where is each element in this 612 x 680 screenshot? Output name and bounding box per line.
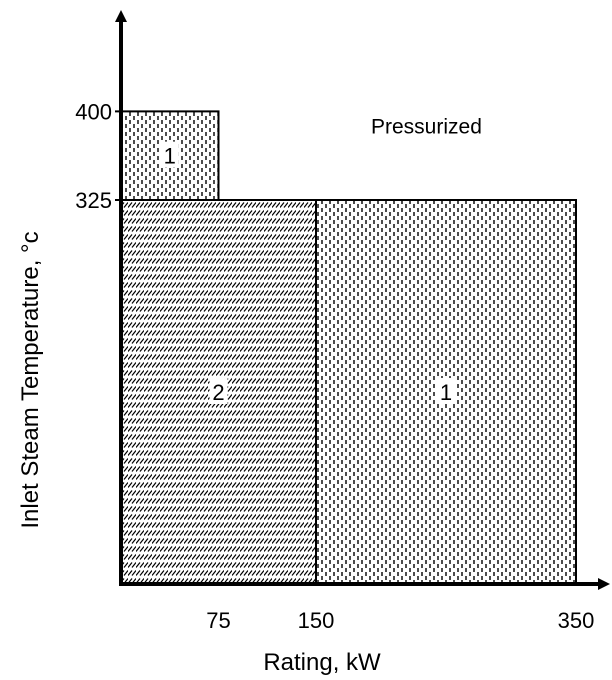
region-label: 2 [212, 380, 224, 405]
region-label: 1 [440, 380, 452, 405]
region-labels: 1 2 1 [160, 141, 455, 405]
y-tick-label: 325 [75, 188, 112, 213]
x-axis-arrow [598, 578, 610, 590]
annotation-pressurized: Pressurized [371, 115, 482, 138]
y-axis-label: Inlet Steam Temperature, °c [17, 231, 44, 528]
regions [120, 110, 577, 585]
region-label-background [160, 141, 179, 168]
annotations: Pressurized [371, 115, 482, 138]
x-tick-label: 350 [558, 608, 595, 633]
axes [115, 10, 610, 590]
y-axis-label-unit: °c [17, 231, 44, 253]
x-axis-label: Rating, kW [263, 649, 381, 676]
ticks: 75 150 350 325 400 [75, 99, 594, 633]
region-label: 1 [164, 144, 176, 169]
x-tick-label: 75 [206, 608, 230, 633]
y-axis-arrow [115, 10, 127, 22]
y-axis-label-main: Inlet Steam Temperature, [17, 253, 44, 529]
region-label-background [437, 378, 455, 404]
x-tick-label: 150 [298, 608, 335, 633]
region-label-background [209, 378, 228, 404]
y-tick-label: 400 [75, 99, 112, 124]
